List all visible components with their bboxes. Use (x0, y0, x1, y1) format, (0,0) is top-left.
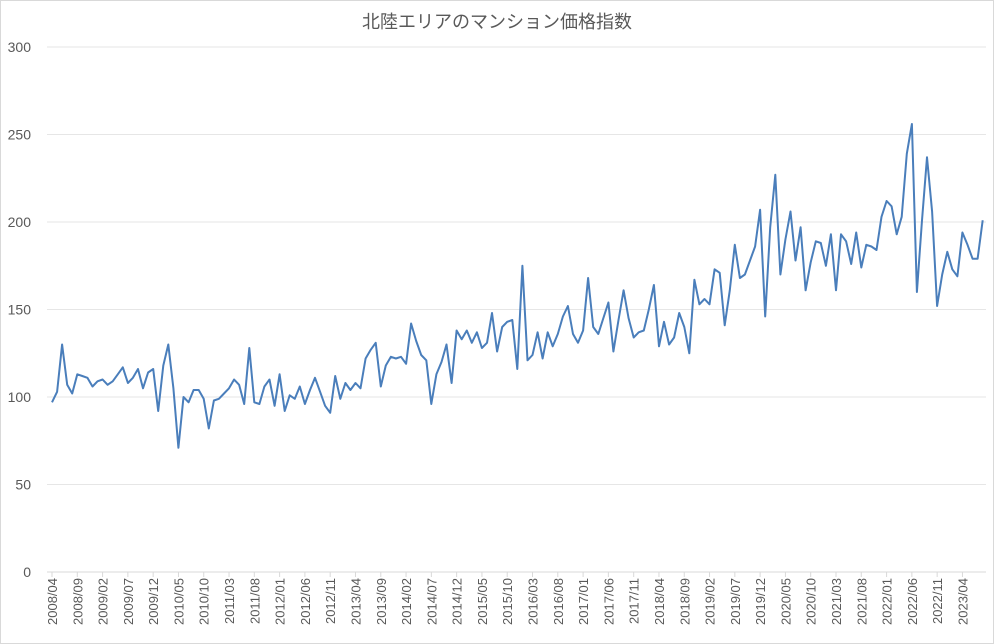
x-tick-label: 2012/11 (323, 578, 338, 624)
x-tick-label: 2016/03 (526, 578, 541, 625)
x-tick-label: 2022/01 (880, 578, 895, 625)
x-tick-label: 2021/03 (829, 578, 844, 625)
plot-area (51, 123, 984, 449)
x-tick-label: 2022/06 (905, 578, 920, 625)
x-tick-label: 2011/08 (247, 578, 262, 624)
y-tick-label: 200 (8, 214, 32, 230)
x-axis: 2008/04 2008/09 2009/02 2009/07 2009/12 2010/… (45, 571, 986, 625)
x-tick-label: 2011/03 (222, 578, 237, 624)
x-tick-label: 2014/12 (450, 578, 465, 625)
x-tick-label: 2012/01 (273, 578, 288, 625)
x-tick-label: 2020/10 (804, 578, 819, 625)
x-tick-label: 2013/09 (374, 578, 389, 625)
x-tick-label: 2009/02 (96, 578, 111, 625)
x-tick-label: 2019/12 (753, 578, 768, 625)
series-line (51, 123, 984, 449)
x-tick-label: 2010/05 (171, 578, 186, 625)
chart-title: 北陸エリアのマンション価格指数 (362, 12, 632, 33)
x-tick-label: 2019/02 (703, 578, 718, 625)
y-tick-label: 150 (8, 302, 32, 318)
x-tick-label: 2015/10 (500, 578, 515, 625)
y-axis: 0 50 100 150 200 250 300 (8, 39, 32, 580)
x-tick-label: 2022/11 (930, 578, 945, 624)
x-tick-label: 2015/05 (475, 578, 490, 625)
x-tick-label: 2010/10 (197, 578, 212, 625)
x-tick-label: 2017/06 (601, 578, 616, 625)
x-tick-label: 2008/04 (45, 578, 60, 625)
x-tick-label: 2020/05 (778, 578, 793, 625)
y-tick-label: 100 (8, 389, 32, 405)
x-tick-label: 2023/04 (955, 578, 970, 625)
x-tick-label: 2014/02 (399, 578, 414, 625)
x-tick-label: 2017/01 (576, 578, 591, 625)
y-tick-label: 50 (15, 477, 31, 493)
x-tick-label: 2018/04 (652, 578, 667, 625)
x-tick-label: 2019/07 (728, 578, 743, 625)
x-tick-label: 2021/08 (854, 578, 869, 625)
y-tick-label: 250 (8, 127, 32, 143)
x-tick-label: 2012/06 (298, 578, 313, 625)
x-tick-label: 2009/12 (146, 578, 161, 625)
x-tick-label: 2009/07 (121, 578, 136, 625)
x-tick-label: 2018/09 (677, 578, 692, 625)
gridlines (47, 46, 986, 485)
x-tick-label: 2008/09 (70, 578, 85, 625)
y-tick-label: 300 (8, 39, 32, 55)
y-tick-label: 0 (23, 564, 31, 580)
x-tick-label: 2014/07 (424, 578, 439, 625)
x-tick-label: 2017/11 (627, 578, 642, 624)
x-tick-label: 2016/08 (551, 578, 566, 625)
x-tick-label: 2013/04 (348, 578, 363, 625)
